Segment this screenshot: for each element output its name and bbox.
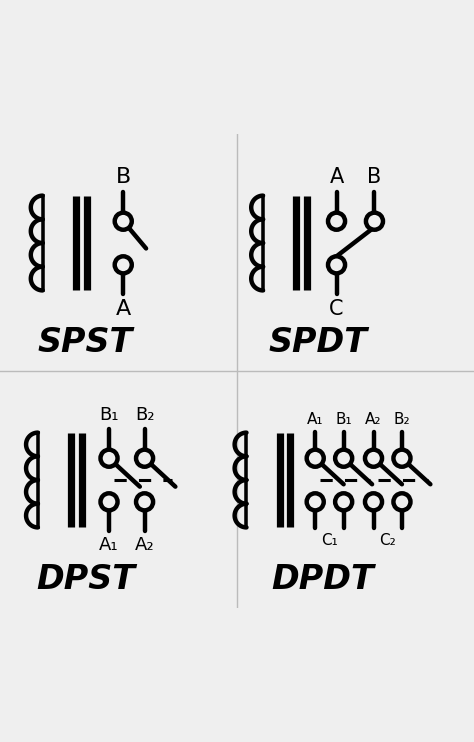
Circle shape bbox=[335, 493, 352, 510]
Circle shape bbox=[115, 213, 132, 230]
Circle shape bbox=[393, 450, 410, 467]
Text: C: C bbox=[329, 299, 344, 319]
Circle shape bbox=[365, 450, 382, 467]
Circle shape bbox=[307, 493, 324, 510]
Text: DPST: DPST bbox=[36, 563, 135, 596]
Circle shape bbox=[100, 450, 118, 467]
Circle shape bbox=[393, 493, 410, 510]
Text: DPDT: DPDT bbox=[271, 563, 374, 596]
Circle shape bbox=[115, 256, 132, 273]
Circle shape bbox=[335, 450, 352, 467]
Circle shape bbox=[328, 213, 345, 230]
Text: A₂: A₂ bbox=[135, 536, 155, 554]
Circle shape bbox=[100, 493, 118, 510]
Text: A₁: A₁ bbox=[307, 413, 323, 427]
Text: A₂: A₂ bbox=[365, 413, 382, 427]
Circle shape bbox=[136, 493, 153, 510]
Circle shape bbox=[136, 450, 153, 467]
Text: C₂: C₂ bbox=[379, 533, 396, 548]
Text: B₂: B₂ bbox=[393, 413, 410, 427]
Text: SPST: SPST bbox=[38, 326, 133, 359]
Text: A: A bbox=[116, 299, 131, 319]
Text: B₂: B₂ bbox=[135, 406, 155, 424]
Text: A: A bbox=[329, 167, 344, 187]
Circle shape bbox=[328, 256, 345, 273]
Circle shape bbox=[366, 213, 383, 230]
Text: C₁: C₁ bbox=[321, 533, 338, 548]
Circle shape bbox=[365, 493, 382, 510]
Text: SPDT: SPDT bbox=[268, 326, 367, 359]
Text: B: B bbox=[367, 167, 382, 187]
Text: B₁: B₁ bbox=[99, 406, 119, 424]
Text: B₁: B₁ bbox=[335, 413, 352, 427]
Text: B: B bbox=[116, 167, 131, 187]
Text: A₁: A₁ bbox=[99, 536, 119, 554]
Circle shape bbox=[307, 450, 324, 467]
